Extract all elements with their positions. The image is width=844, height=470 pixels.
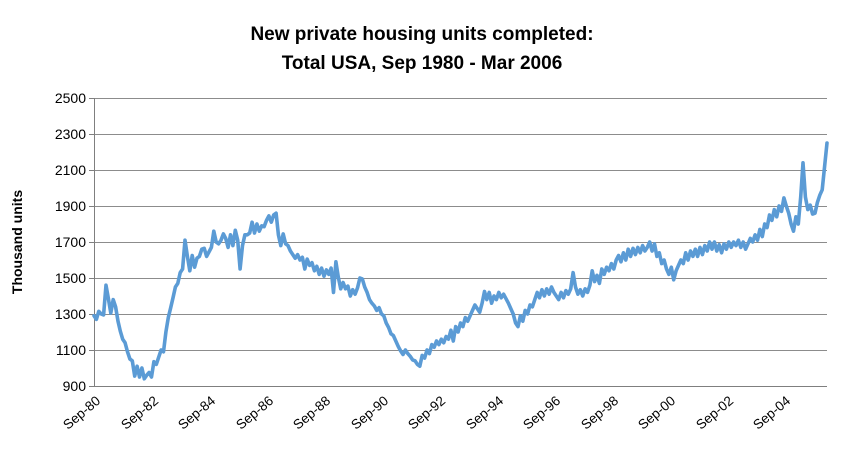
y-tick-label: 1900 [54,198,86,214]
y-tick-label: 1100 [55,342,86,358]
x-tick-label: Sep-92 [405,393,449,433]
x-tick-label: Sep-94 [463,393,507,433]
x-tick-label: Sep-02 [693,393,737,433]
plot-area [89,98,829,387]
x-tick-label: Sep-98 [578,393,622,433]
x-tick-label: Sep-90 [348,393,392,433]
x-tick-label: Sep-84 [175,393,219,433]
x-tick-label: Sep-00 [635,393,679,433]
chart-title: New private housing units completed: Tot… [0,20,844,78]
y-tick-label: 2100 [54,162,86,178]
y-tick-label: 1300 [54,306,86,322]
y-tick-label: 2500 [54,90,86,106]
data-line-series [92,141,829,381]
y-tick-label: 1500 [54,270,86,286]
chart-title-line-2: Total USA, Sep 1980 - Mar 2006 [281,53,563,74]
x-tick-label: Sep-88 [290,393,334,433]
y-tick-label: 900 [62,378,86,394]
x-tick-label: Sep-80 [60,393,104,433]
y-axis-title: Thousand units [9,189,25,295]
y-tick-label: 1700 [54,234,86,250]
x-tick-label: Sep-96 [520,393,564,433]
y-tick-label: 2300 [54,126,86,142]
chart-title-line-1: New private housing units completed: [250,24,594,45]
x-tick-label: Sep-04 [750,393,794,433]
x-tick-label: Sep-82 [118,393,162,433]
x-tick-label: Sep-86 [233,393,277,433]
